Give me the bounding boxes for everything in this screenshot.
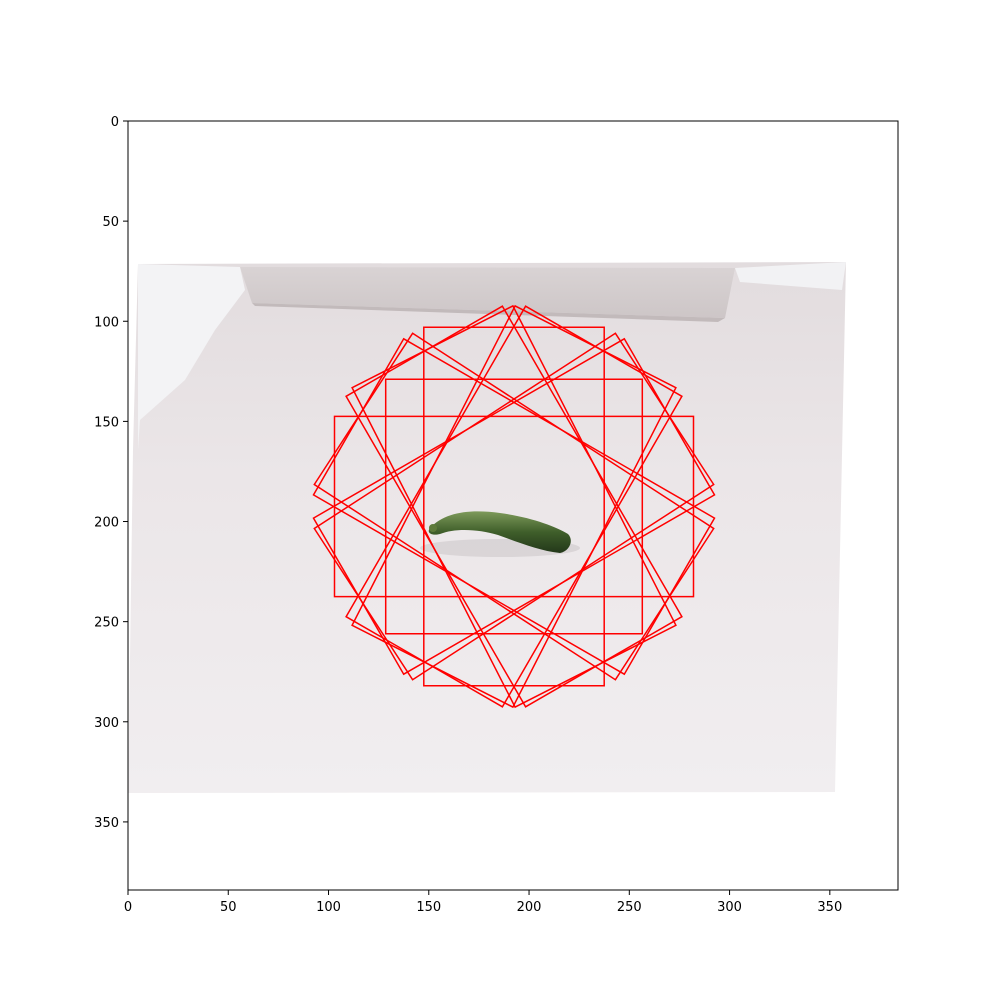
overlay-rect-8 [345, 305, 683, 708]
overlay-rect-5 [313, 332, 715, 681]
overlay-rect-2 [423, 326, 605, 687]
y-axis-ticks: 0 50 100 150 200 250 300 350 [94, 115, 128, 831]
overlay-rect-9 [351, 304, 677, 709]
x-tick-label: 200 [517, 900, 542, 915]
x-tick-label: 150 [416, 900, 441, 915]
overlay-rectangles [312, 304, 716, 709]
back-wall-shadow [252, 303, 725, 322]
y-tick-label: 100 [94, 315, 119, 330]
y-tick-label: 0 [111, 115, 119, 130]
y-tick-label: 350 [94, 816, 119, 831]
y-tick-label: 150 [94, 415, 119, 430]
y-tick-label: 200 [94, 516, 119, 531]
x-axis-ticks: 0 50 100 150 200 250 300 350 [124, 890, 842, 915]
overlay-rect-6 [345, 305, 683, 708]
overlay-rect-4 [312, 337, 716, 676]
y-tick-label: 300 [94, 716, 119, 731]
x-tick-label: 300 [717, 900, 742, 915]
x-tick-label: 0 [124, 900, 132, 915]
x-tick-label: 350 [817, 900, 842, 915]
x-tick-label: 250 [617, 900, 642, 915]
x-tick-label: 100 [316, 900, 341, 915]
overlay-rect-1 [333, 415, 695, 598]
y-tick-label: 250 [94, 616, 119, 631]
x-tick-label: 50 [220, 900, 237, 915]
right-bright-patch [735, 262, 846, 290]
axes-frame [127, 120, 899, 891]
back-wall [240, 267, 735, 318]
cucumber-photo [128, 262, 846, 793]
left-bright-patch [138, 264, 245, 450]
cucumber-tip [429, 524, 437, 532]
overlay-rect-11 [313, 332, 715, 681]
overlay-rect-7 [351, 304, 677, 709]
cucumber [428, 511, 571, 553]
overlay-rect-10 [312, 337, 716, 676]
y-tick-label: 50 [102, 215, 119, 230]
